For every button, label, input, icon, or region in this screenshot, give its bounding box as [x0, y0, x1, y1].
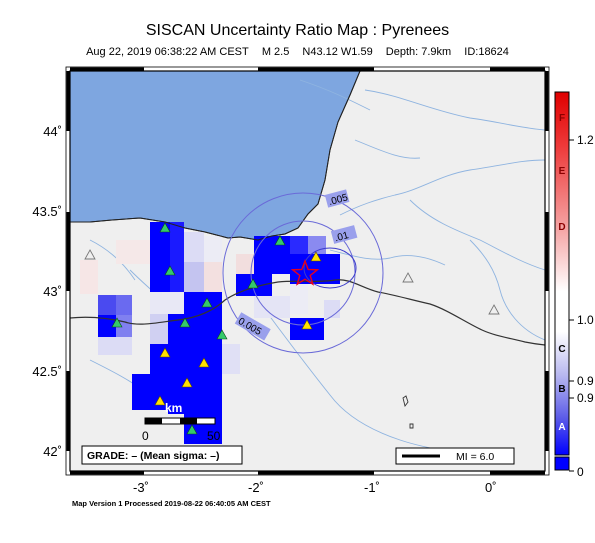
station-triangle: [154, 395, 166, 406]
contour-label: .01: [334, 230, 351, 244]
grade-box: GRADE: – (Mean sigma: –): [81, 445, 243, 465]
colorbar-value: 1.2: [577, 133, 594, 147]
station-triangle: [159, 222, 171, 233]
x-tick-label: 0˚: [485, 480, 497, 495]
stations-inactive: [84, 249, 500, 315]
station-triangle: [198, 357, 210, 368]
y-tick-label: 43˚: [43, 284, 62, 299]
station-triangle: [310, 251, 322, 262]
event-magnitude: M 2.5: [261, 46, 290, 58]
mi-legend: MI = 6.0: [395, 447, 515, 465]
colorbar-letter: C: [558, 344, 565, 355]
x-tick-label: -1˚: [364, 480, 380, 495]
station-triangle: [247, 278, 259, 289]
stations-green: [111, 222, 286, 435]
colorbar-letter: F: [559, 113, 565, 124]
scale-unit: km: [165, 401, 182, 415]
colorbar-letter: A: [558, 422, 565, 433]
colorbar-low-swatch: [554, 456, 570, 471]
stations-yellow: [154, 251, 322, 406]
colorbar-value: 0.9: [577, 391, 594, 405]
scale-start: 0: [142, 429, 149, 443]
colorbar-value: 1.0: [577, 313, 594, 327]
station-triangle: [111, 317, 123, 328]
x-tick-label: -3˚: [133, 480, 149, 495]
colorbar-letter: E: [559, 166, 566, 177]
station-triangle: [488, 304, 500, 315]
station-triangle: [402, 272, 414, 283]
y-tick-label: 44˚: [43, 124, 62, 139]
station-triangle: [186, 424, 198, 435]
y-tick-label: 43.5˚: [32, 204, 62, 219]
event-info: Aug 22, 2019 06:38:22 AM CEST M 2.5 N43.…: [0, 46, 595, 58]
station-triangle: [301, 319, 313, 330]
event-location: N43.12 W1.59: [302, 46, 373, 58]
map-frame: [65, 66, 550, 476]
map-body: .005 .01 0.005: [70, 71, 545, 465]
scale-end: 50: [207, 429, 221, 443]
y-axis-labels: 44˚ 43.5˚ 43˚ 42.5˚ 42˚: [32, 124, 62, 459]
colorbar-gradient: [554, 91, 570, 456]
map-footer: Map Version 1 Processed 2019-08-22 06:40…: [72, 499, 271, 508]
event-id: ID:18624: [464, 46, 509, 58]
map-title: SISCAN Uncertainty Ratio Map : Pyrenees: [145, 22, 450, 39]
scale-bar: km 0 50: [142, 401, 221, 443]
contour-label: .005: [328, 192, 350, 208]
colorbar-letter: D: [558, 222, 565, 233]
station-triangle: [179, 317, 191, 328]
station-triangle: [84, 249, 96, 260]
x-axis-labels: -3˚ -2˚ -1˚ 0˚: [133, 480, 497, 495]
station-triangle: [181, 377, 193, 388]
contour-labels: .005 .01 0.005: [234, 189, 358, 341]
y-tick-label: 42.5˚: [32, 364, 62, 379]
station-triangle: [274, 235, 286, 246]
station-triangle: [159, 347, 171, 358]
event-depth: Depth: 7.9km: [385, 46, 452, 58]
colorbar-letter: B: [558, 384, 565, 395]
epicenter-star-icon: [290, 259, 320, 286]
mi-text: MI = 6.0: [456, 451, 494, 463]
station-triangle: [216, 329, 228, 340]
colorbar-value: 0.9: [577, 374, 594, 388]
country-border: [70, 279, 545, 346]
station-triangle: [201, 297, 213, 308]
grade-text: GRADE: – (Mean sigma: –): [87, 450, 219, 462]
station-triangle: [164, 265, 176, 276]
y-tick-label: 42˚: [43, 444, 62, 459]
colorbar-value: 0: [577, 465, 584, 479]
islands: [402, 395, 414, 429]
colorbar: F E D C B A 1.2 1.0 0.9 0.9 0: [554, 91, 594, 479]
x-tick-label: -2˚: [248, 480, 264, 495]
small-contour: [303, 247, 357, 289]
event-datetime: Aug 22, 2019 06:38:22 AM CEST: [86, 46, 249, 58]
